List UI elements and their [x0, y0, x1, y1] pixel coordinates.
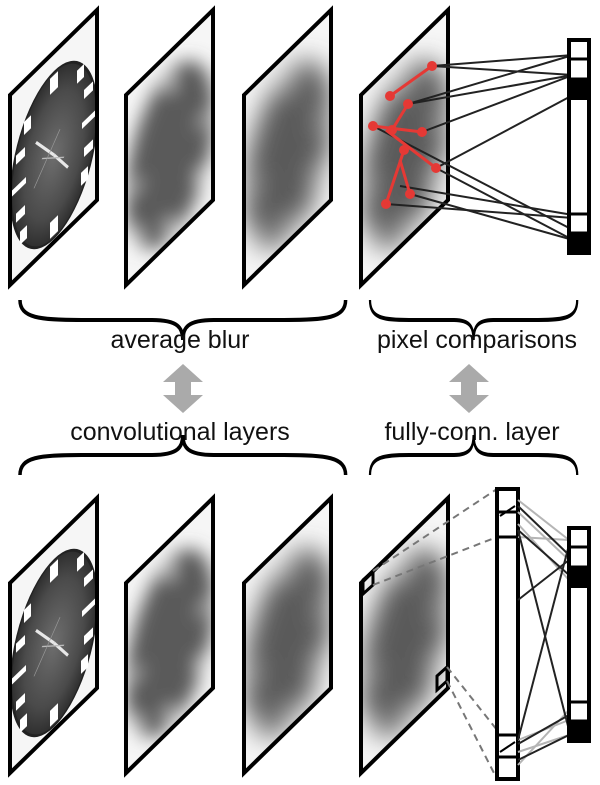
fc-connections [517, 499, 570, 766]
comparison-connections [372, 54, 574, 241]
label-convolutional-layers: convolutional layers [70, 418, 290, 446]
binary-output-vector-top [567, 38, 591, 255]
equivalence-arrow-left [163, 364, 203, 413]
conv-feature-map-panel-2 [242, 493, 333, 778]
fc-hidden-vector [495, 487, 520, 781]
label-fully-connected-layer: fully-conn. layer [384, 418, 559, 446]
equivalence-arrow-right [449, 364, 489, 413]
input-image-panel-bottom [8, 493, 99, 778]
blurred-image-panel-top-2 [242, 5, 333, 290]
blurred-image-panel-top-1 [124, 5, 215, 290]
conv-feature-map-panel-1 [124, 493, 215, 778]
binary-output-vector-bottom [567, 526, 591, 743]
label-pixel-comparisons: pixel comparisons [377, 326, 577, 354]
label-average-blur: average blur [111, 326, 250, 354]
brace-convolutional-layers [18, 433, 348, 477]
input-image-panel-top [8, 5, 99, 290]
fc-projection-lines [372, 488, 498, 780]
pixel-comparison-pairs [368, 61, 441, 209]
fc-input-panel [359, 493, 450, 778]
